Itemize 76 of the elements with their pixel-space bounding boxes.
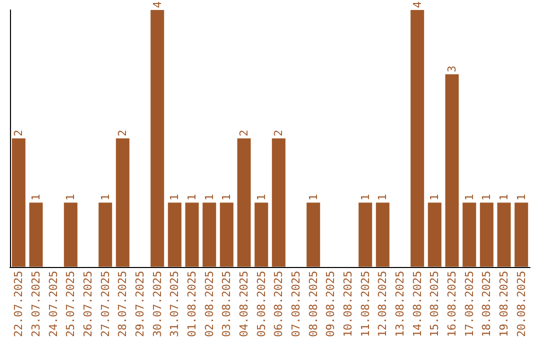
- x-tick-label: 31.07.2025: [168, 270, 182, 338]
- bar: [306, 202, 320, 267]
- data-label: 1: [254, 194, 268, 201]
- bar: [220, 202, 234, 267]
- x-tick-label: 26.07.2025: [82, 270, 94, 338]
- data-label: 1: [306, 194, 320, 201]
- data-label: 1: [376, 194, 390, 201]
- data-label: 1: [514, 194, 528, 201]
- x-tick-label: 28.07.2025: [116, 270, 130, 338]
- data-label: 2: [12, 130, 26, 136]
- data-label: 1: [498, 194, 510, 201]
- data-label: 1: [462, 194, 476, 201]
- x-tick-label: 11.08.2025: [358, 270, 372, 338]
- data-label: 2: [238, 130, 250, 136]
- bar: [168, 202, 182, 267]
- data-label: 4: [410, 1, 424, 8]
- x-tick-label: 05.08.2025: [254, 270, 268, 338]
- bar: [237, 138, 251, 267]
- data-label: 3: [446, 66, 458, 72]
- bar: [29, 202, 43, 267]
- bar: [272, 138, 286, 267]
- x-tick-label: 12.08.2025: [376, 270, 390, 338]
- x-tick-label: 03.08.2025: [220, 270, 234, 338]
- bar: [254, 202, 268, 267]
- bar: [358, 202, 372, 267]
- x-tick-label: 10.08.2025: [342, 270, 354, 338]
- data-label: 1: [30, 194, 42, 201]
- x-tick-label: 06.08.2025: [272, 270, 286, 338]
- data-label: 1: [220, 194, 234, 201]
- x-tick-label: 29.07.2025: [134, 270, 146, 338]
- data-label: 1: [98, 194, 112, 201]
- x-tick-label: 18.08.2025: [480, 270, 494, 338]
- data-label: 1: [358, 194, 372, 201]
- x-tick-label: 20.08.2025: [514, 270, 528, 338]
- data-label: 1: [64, 194, 78, 201]
- x-tick-label: 27.07.2025: [98, 270, 112, 338]
- data-label: 2: [272, 130, 286, 136]
- data-label: 4: [150, 1, 164, 8]
- x-tick-label: 22.07.2025: [12, 270, 26, 338]
- data-label: 1: [202, 194, 216, 201]
- bar: [410, 10, 424, 267]
- x-tick-label: 17.08.2025: [462, 270, 476, 338]
- bar: [185, 202, 199, 267]
- x-tick-label: 15.08.2025: [428, 270, 442, 338]
- x-tick-label: 30.07.2025: [150, 270, 164, 338]
- x-tick-label: 07.08.2025: [290, 270, 302, 338]
- bar: [116, 138, 130, 267]
- bar: [376, 202, 390, 267]
- data-label: 1: [168, 194, 182, 201]
- data-label: 2: [116, 130, 130, 136]
- bar: [12, 138, 26, 267]
- bar: [480, 202, 494, 267]
- bar: [514, 202, 528, 267]
- data-label: 1: [186, 194, 198, 201]
- data-label: 1: [480, 194, 494, 201]
- x-tick-label: 25.07.2025: [64, 270, 78, 338]
- bar: [462, 202, 476, 267]
- x-tick-label: 19.08.2025: [498, 270, 510, 338]
- x-tick-label: 14.08.2025: [410, 270, 424, 338]
- bar: [64, 202, 78, 267]
- data-label: 1: [428, 194, 442, 201]
- bar: [428, 202, 442, 267]
- x-tick-label: 16.08.2025: [446, 270, 458, 338]
- bar: [497, 202, 511, 267]
- x-tick-label: 24.07.2025: [46, 270, 60, 338]
- x-tick-label: 13.08.2025: [394, 270, 406, 338]
- x-tick-label: 23.07.2025: [30, 270, 42, 338]
- x-tick-label: 02.08.2025: [202, 270, 216, 338]
- x-tick-label: 09.08.2025: [324, 270, 338, 338]
- x-tick-label: 08.08.2025: [306, 270, 320, 338]
- bar: [98, 202, 112, 267]
- bar: [202, 202, 216, 267]
- x-tick-label: 04.08.2025: [238, 270, 250, 338]
- bar: [150, 10, 164, 267]
- bar: [445, 74, 459, 267]
- x-tick-label: 01.08.2025: [186, 270, 198, 338]
